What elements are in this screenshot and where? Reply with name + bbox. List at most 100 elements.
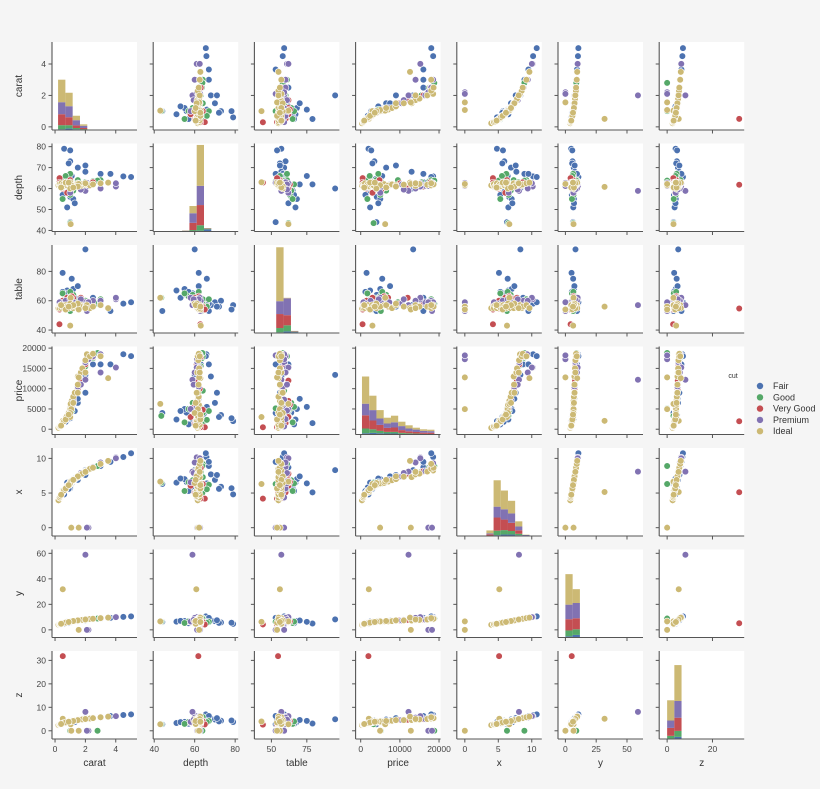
point-ideal — [195, 626, 203, 634]
point-ideal — [67, 220, 75, 228]
point-ideal — [676, 352, 684, 360]
point-fair — [574, 44, 582, 52]
point-premium — [404, 551, 413, 559]
point-ideal — [400, 303, 408, 311]
point-fair — [303, 105, 311, 114]
point-ideal — [156, 617, 164, 626]
point-ideal — [573, 352, 581, 360]
point-ideal — [192, 399, 200, 407]
point-ideal — [196, 68, 204, 76]
hist-bar-premium — [182, 230, 190, 232]
point-good — [663, 462, 671, 470]
point-ideal — [503, 322, 511, 330]
histogram-price — [352, 346, 441, 438]
point-ideal — [400, 180, 408, 189]
scatter-carat-vs-depth — [149, 42, 239, 134]
point-fair — [205, 458, 213, 466]
scatter-y-vs-table — [250, 549, 340, 641]
point-ideal — [502, 303, 510, 311]
point-ideal — [507, 183, 515, 192]
point-fair — [409, 245, 417, 253]
point-fair — [673, 275, 681, 283]
point-good — [496, 195, 504, 203]
point-fair — [493, 145, 501, 153]
scatter-price-vs-y — [554, 346, 643, 438]
point-ideal — [400, 99, 408, 107]
point-fair — [419, 65, 427, 74]
point-fair — [499, 146, 507, 155]
point-ideal — [427, 460, 435, 468]
hist-bar-ideal — [390, 415, 399, 423]
point-ideal — [257, 413, 266, 421]
point-ideal — [274, 457, 283, 465]
point-premium — [96, 368, 105, 377]
point-ideal — [569, 109, 577, 117]
point-ideal — [274, 468, 283, 476]
point-ideal — [382, 104, 390, 112]
hist-bar-premium — [486, 533, 494, 535]
point-ideal — [570, 389, 579, 397]
point-ideal — [663, 524, 671, 532]
point-premium — [634, 376, 642, 384]
hist-bar-very-good — [65, 117, 73, 126]
point-ideal — [561, 373, 569, 381]
point-ideal — [81, 468, 89, 476]
point-premium — [112, 363, 120, 372]
point-premium — [634, 301, 642, 309]
point-ideal — [670, 421, 678, 430]
y-tick-label: 10 — [37, 453, 47, 463]
point-ideal — [411, 615, 420, 624]
point-very-good — [735, 619, 743, 627]
point-fair — [533, 352, 541, 360]
point-ideal — [663, 373, 671, 381]
scatter-y-vs-depth — [149, 549, 239, 641]
point-ideal — [570, 399, 578, 407]
point-fair — [213, 616, 221, 624]
y-tick-label: 10000 — [22, 384, 46, 394]
hist-bar-very-good — [427, 432, 435, 434]
point-ideal — [75, 626, 83, 634]
point-good — [283, 170, 291, 178]
point-ideal — [502, 179, 510, 187]
point-ideal — [381, 220, 389, 228]
point-good — [205, 407, 213, 415]
point-ideal — [525, 179, 534, 187]
hist-bar-good — [283, 325, 291, 332]
hist-bar-ideal — [419, 429, 428, 431]
point-ideal — [276, 481, 284, 489]
point-fair — [191, 245, 199, 253]
point-premium — [416, 60, 424, 68]
point-fair — [308, 180, 317, 188]
point-ideal — [74, 389, 82, 397]
point-ideal — [196, 411, 204, 419]
point-fair — [59, 269, 67, 277]
hist-bar-good — [572, 629, 580, 635]
point-premium — [83, 626, 91, 634]
point-fair — [213, 471, 221, 479]
point-fair — [279, 52, 287, 60]
point-very-good — [735, 417, 743, 425]
hist-bar-premium — [565, 604, 573, 620]
scatter-y-vs-z — [655, 549, 745, 641]
hist-bar-ideal — [565, 574, 573, 605]
point-premium — [277, 551, 285, 559]
point-fair — [429, 52, 437, 60]
point-ideal — [674, 368, 683, 377]
point-ideal — [194, 381, 203, 389]
y-tick-label: 20000 — [22, 343, 46, 353]
point-fair — [207, 470, 215, 478]
point-fair — [106, 170, 115, 178]
point-fair — [571, 161, 579, 170]
point-ideal — [502, 109, 510, 117]
point-ideal — [663, 98, 671, 106]
point-fair — [504, 275, 512, 283]
point-fair — [419, 170, 427, 178]
point-fair — [675, 161, 683, 170]
point-premium — [188, 551, 197, 559]
point-ideal — [567, 421, 575, 430]
point-ideal — [525, 374, 534, 382]
point-fair — [529, 52, 537, 60]
point-good — [180, 487, 189, 495]
y-axis-label: x — [14, 490, 25, 495]
